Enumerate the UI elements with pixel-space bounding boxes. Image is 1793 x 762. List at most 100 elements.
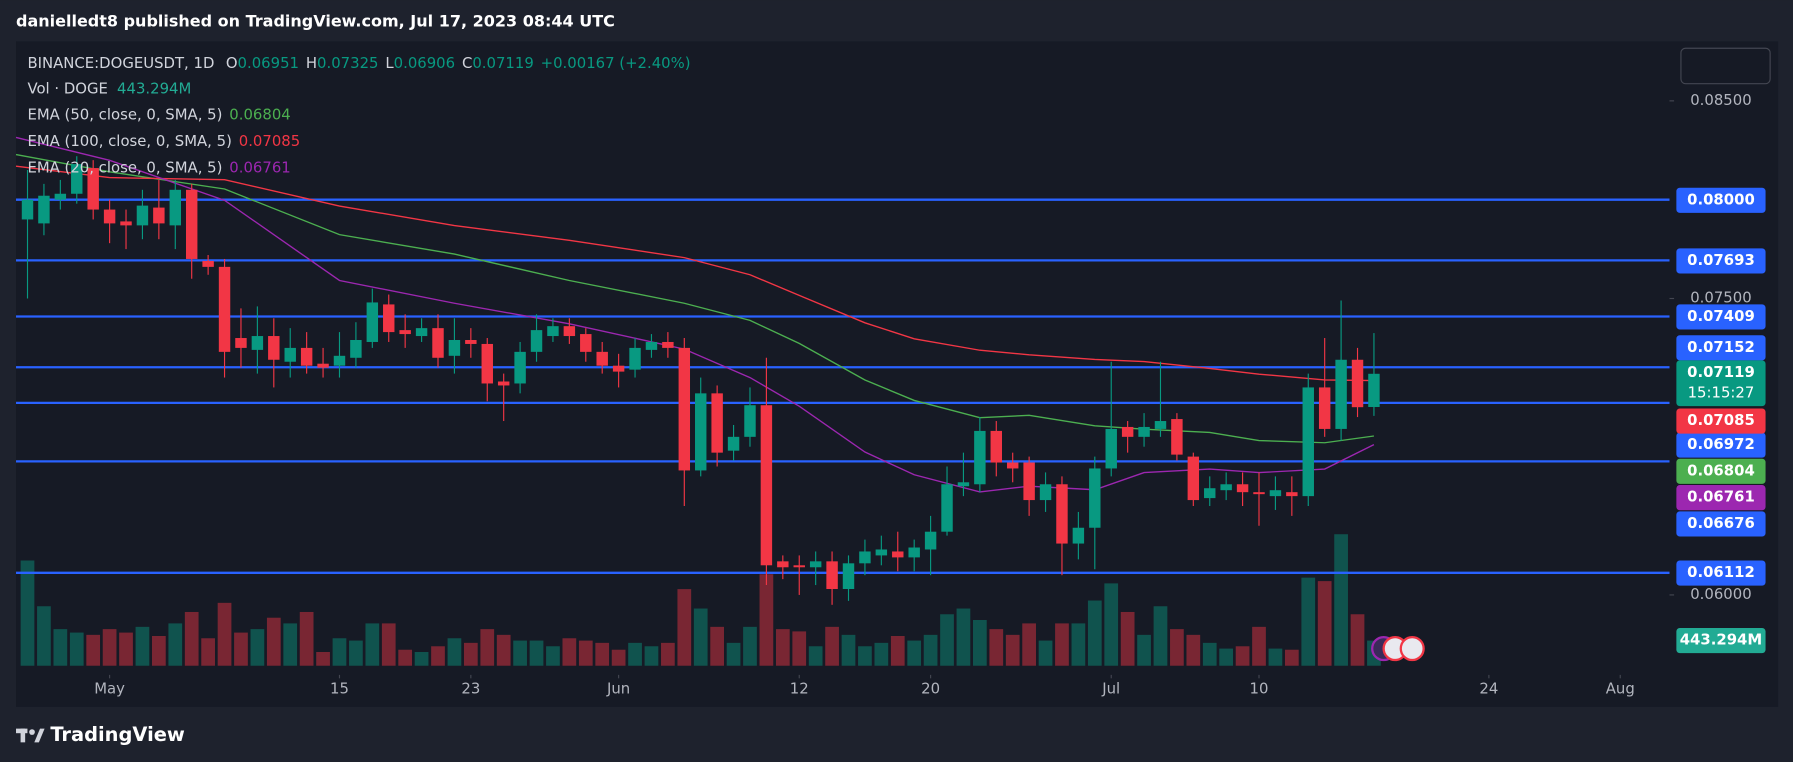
x-tick-label: 24 xyxy=(1479,680,1498,698)
volume-bar xyxy=(283,623,298,666)
candle-body xyxy=(1187,456,1200,501)
candle-body xyxy=(1220,484,1232,491)
last-price: 0.07119 xyxy=(1687,363,1755,381)
volume-bar xyxy=(184,611,199,666)
ohlc-value: 0.07325 xyxy=(317,54,378,72)
volume-bar xyxy=(398,649,413,666)
ema-price-label-bg xyxy=(1676,485,1766,511)
candle-body xyxy=(497,381,510,386)
level-label-bg xyxy=(1676,432,1766,458)
candle-body xyxy=(1154,421,1167,429)
y-tick-label: 0.07500 xyxy=(1690,288,1751,306)
ema-line xyxy=(15,136,1375,493)
symbol: BINANCE:DOGEUSDT, 1D xyxy=(27,54,214,72)
candle-body xyxy=(859,551,871,564)
candle-body xyxy=(136,205,149,226)
volume-bar xyxy=(480,629,495,666)
volume-bar xyxy=(69,632,84,666)
ema-price-label-bg xyxy=(1676,408,1766,434)
volume-bar xyxy=(1219,648,1234,666)
candle-body xyxy=(1121,426,1134,437)
ohlc-value: 0.06951 xyxy=(238,54,299,72)
volume-bar xyxy=(775,629,790,666)
volume-bar xyxy=(1071,623,1086,666)
candle-body xyxy=(103,209,116,224)
ema-name: EMA (100, close, 0, SMA, 5) xyxy=(27,132,231,150)
volume-bar xyxy=(907,640,922,666)
candle-body xyxy=(1253,492,1265,495)
volume-bar xyxy=(1284,649,1299,666)
plot: May 15 23 Jun 12 20 Jul 10 24 Aug0.085000.075000.… xyxy=(15,91,1766,698)
volume-bar xyxy=(86,634,101,666)
candle-body xyxy=(120,221,132,226)
volume-bar xyxy=(1022,623,1036,666)
volume-bar xyxy=(37,606,51,666)
candle-body xyxy=(892,551,904,558)
volume-bar xyxy=(1202,642,1217,666)
level-label: 0.06676 xyxy=(1687,514,1755,532)
level-label: 0.07693 xyxy=(1687,251,1755,269)
candle-body xyxy=(366,302,379,342)
volume-bar xyxy=(874,642,889,666)
candle-body xyxy=(1006,462,1019,469)
level-label: 0.06972 xyxy=(1687,435,1755,453)
candle-body xyxy=(908,547,920,558)
volume-bar xyxy=(332,638,347,666)
ohlc-value: 0.06906 xyxy=(394,54,455,72)
volume-bar xyxy=(447,638,462,666)
volume-bar xyxy=(546,646,560,666)
volume-bar xyxy=(611,649,626,666)
candle-body xyxy=(1089,468,1101,528)
volume-bar xyxy=(1104,583,1119,666)
candle-body xyxy=(530,330,543,352)
candle-body xyxy=(432,328,444,358)
candle-body xyxy=(760,405,773,566)
candle-body xyxy=(1138,426,1150,437)
legend-line: Vol · DOGE 443.294M xyxy=(27,79,191,97)
candle-body xyxy=(1269,490,1282,497)
candle-body xyxy=(1204,488,1216,499)
volume-bar xyxy=(1153,606,1168,666)
candle-body xyxy=(547,326,559,337)
candle-body xyxy=(153,207,165,224)
volume-label: 443.294M xyxy=(1680,631,1762,649)
ema-name: EMA (50, close, 0, SMA, 5) xyxy=(27,106,222,124)
candle-body xyxy=(809,561,822,568)
x-tick-label: Jul xyxy=(1101,680,1120,698)
legend-line: EMA (100, close, 0, SMA, 5) 0.07085 xyxy=(27,132,300,150)
candle-body xyxy=(924,531,937,550)
candle-body xyxy=(941,484,953,532)
volume-bar xyxy=(1055,623,1069,666)
candle-body xyxy=(727,436,740,451)
level-label-bg xyxy=(1676,304,1766,330)
volume-bar xyxy=(661,642,675,666)
level-label-bg xyxy=(1676,335,1766,361)
last-price-bg xyxy=(1676,360,1766,407)
candle-body xyxy=(1039,484,1052,501)
candle-body xyxy=(1335,359,1347,429)
level-label-bg xyxy=(1676,187,1766,213)
volume-bar xyxy=(119,632,133,666)
volume-bar xyxy=(463,642,478,666)
volume-bar xyxy=(989,629,1004,666)
candle-body xyxy=(826,561,838,590)
volume-bar xyxy=(102,629,117,666)
candle-body xyxy=(974,430,986,485)
candle-body xyxy=(1286,492,1298,497)
ema-line xyxy=(15,153,1375,444)
volume-bar xyxy=(349,640,363,666)
logo-part xyxy=(34,728,45,743)
volume-bar xyxy=(1317,581,1332,666)
ema-price-label: 0.06804 xyxy=(1687,461,1755,479)
volume-bar xyxy=(414,651,429,666)
volume-label-bg xyxy=(1676,627,1766,654)
candle-body xyxy=(1056,484,1068,544)
volume-bar xyxy=(644,646,659,666)
level-label: 0.07409 xyxy=(1687,307,1755,325)
volume-bar xyxy=(710,626,725,666)
candle-body xyxy=(169,189,182,226)
candle-body xyxy=(514,351,526,384)
logo-part xyxy=(20,728,26,743)
volume-bar xyxy=(1268,648,1283,666)
